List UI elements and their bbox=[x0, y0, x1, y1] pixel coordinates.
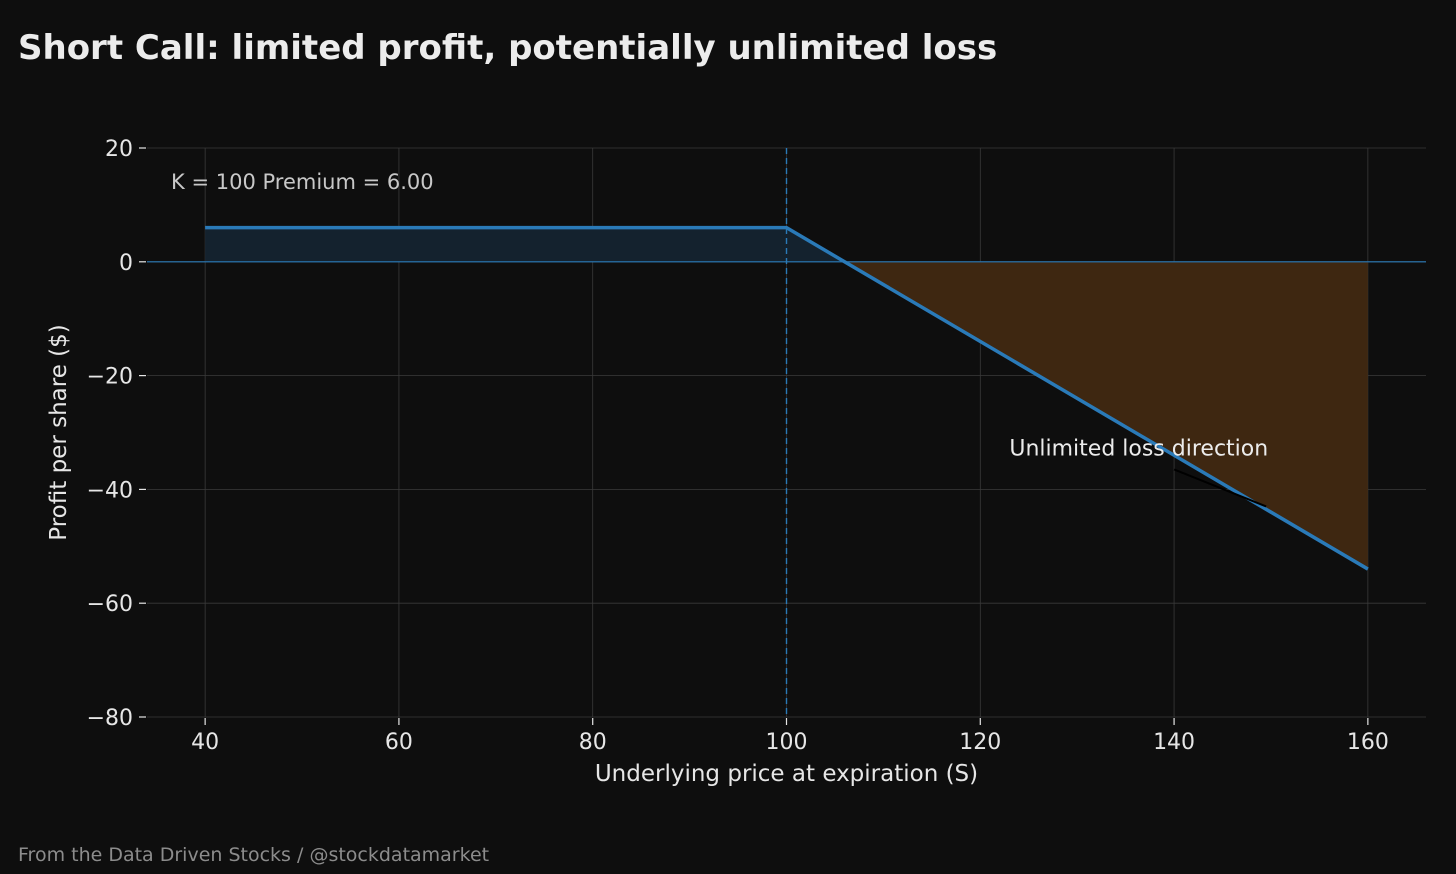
annotation-arrow bbox=[1173, 468, 1267, 508]
x-tick-label: 140 bbox=[1153, 730, 1195, 755]
y-tick-label: 0 bbox=[119, 251, 133, 276]
y-tick-label: −40 bbox=[87, 478, 133, 503]
y-tick-label: −80 bbox=[87, 706, 133, 731]
y-tick-label: 20 bbox=[105, 137, 133, 162]
x-tick-label: 100 bbox=[766, 730, 808, 755]
payoff-line bbox=[205, 225, 1369, 571]
annotation-text: Unlimited loss direction bbox=[1009, 436, 1268, 461]
info-label: K = 100 Premium = 6.00 bbox=[171, 170, 434, 194]
x-axis-label: Underlying price at expiration (S) bbox=[595, 761, 978, 787]
x-tick-label: 40 bbox=[191, 730, 219, 755]
x-tick-label: 120 bbox=[959, 730, 1001, 755]
y-axis-label: Profit per share ($) bbox=[46, 324, 72, 540]
x-tick-label: 80 bbox=[579, 730, 607, 755]
x-tick-label: 60 bbox=[385, 730, 413, 755]
y-tick-label: −60 bbox=[87, 592, 133, 617]
x-tick-label: 160 bbox=[1347, 730, 1389, 755]
profit-area bbox=[205, 227, 845, 262]
y-tick-label: −20 bbox=[87, 365, 133, 390]
chart-title: Short Call: limited profit, potentially … bbox=[18, 28, 998, 68]
footer-credit: From the Data Driven Stocks / @stockdata… bbox=[18, 844, 490, 866]
